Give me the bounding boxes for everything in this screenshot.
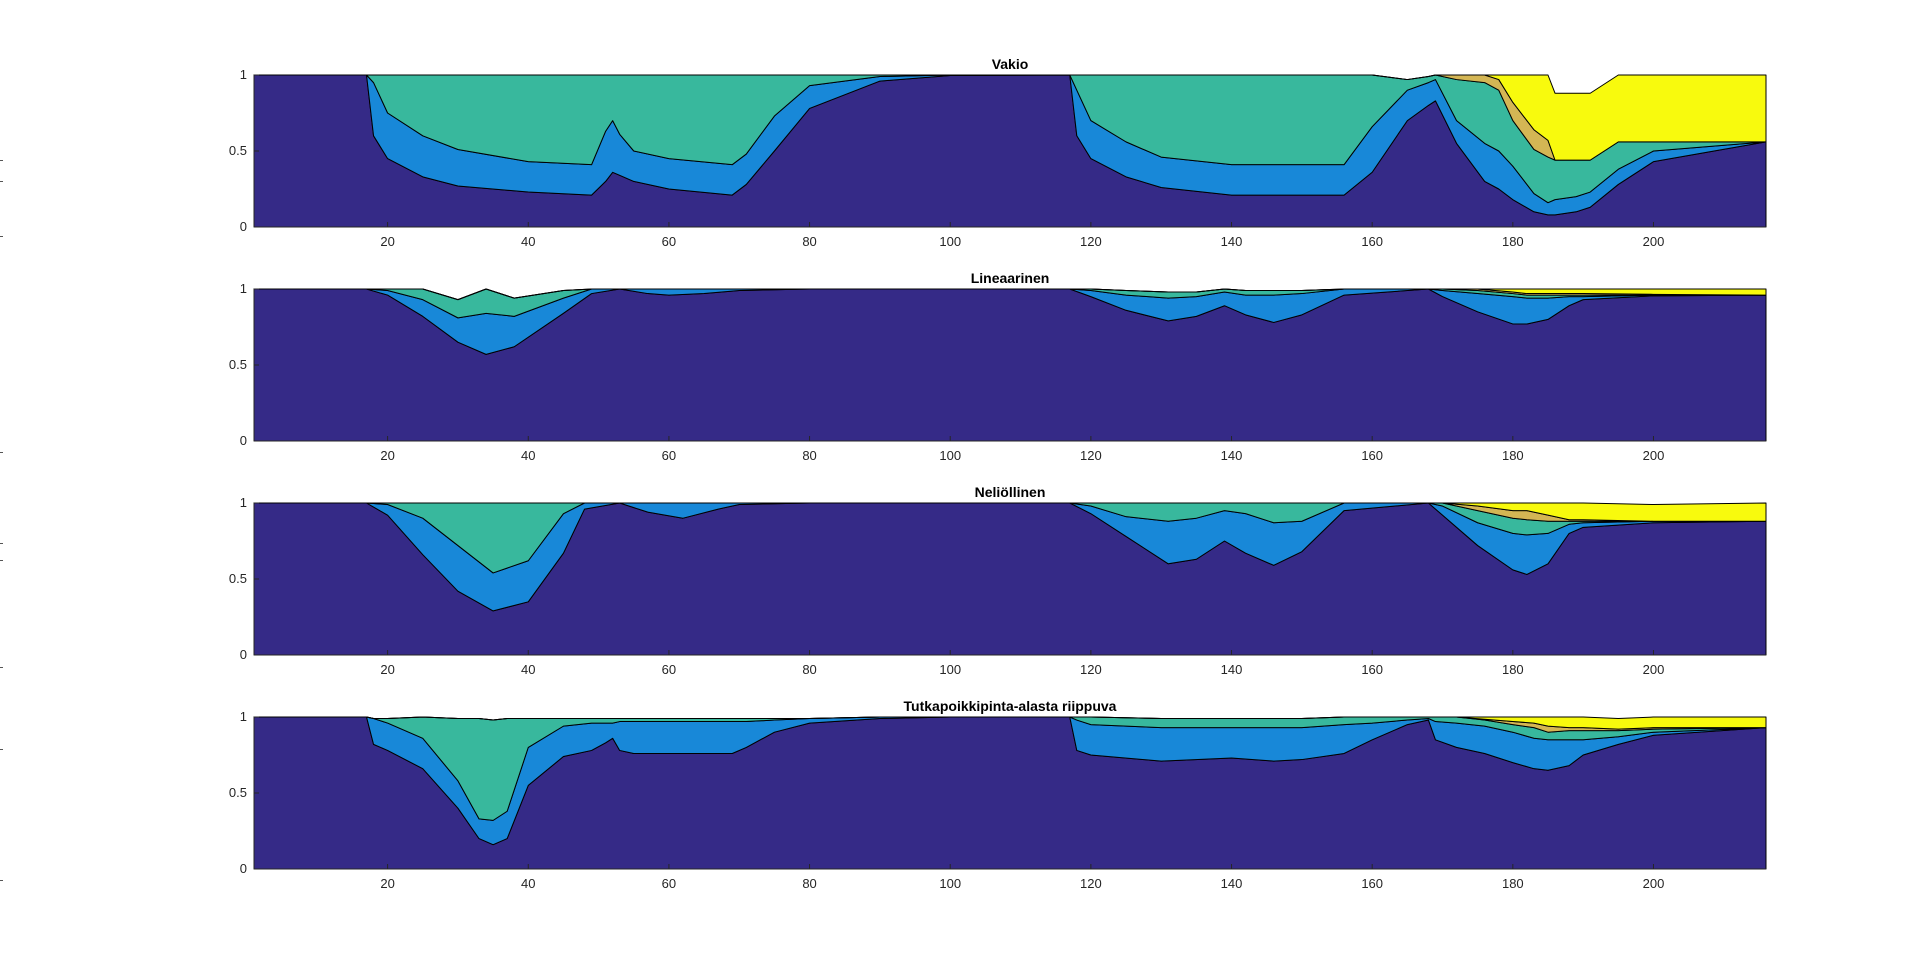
y-tick-label: 0 — [240, 861, 247, 876]
area-layer-5 — [253, 288, 1767, 301]
y-tick-label: 0.5 — [229, 571, 247, 586]
x-tick-label: 120 — [1080, 662, 1102, 677]
x-tick-label: 20 — [380, 234, 394, 249]
x-tick-label: 80 — [802, 448, 816, 463]
axes-panel-2: 20 40 60 80 100 120 140 160 180 200 0 0.5 1 Lineaarin… — [229, 270, 1767, 463]
y-tick-label: 0 — [240, 219, 247, 234]
x-tick-label: 60 — [662, 662, 676, 677]
x-tick-label: 60 — [662, 448, 676, 463]
edge-artifact — [0, 667, 3, 668]
area-layer-5 — [253, 716, 1767, 730]
y-tick-label: 0 — [240, 433, 247, 448]
x-tick-label: 80 — [802, 662, 816, 677]
x-tick-label: 180 — [1502, 448, 1524, 463]
x-tick-label: 120 — [1080, 876, 1102, 891]
x-tick-label: 80 — [802, 234, 816, 249]
x-tick-label: 160 — [1361, 448, 1383, 463]
edge-artifact — [0, 880, 3, 881]
edge-artifact — [0, 452, 3, 453]
y-tick-label: 1 — [240, 67, 247, 82]
edge-artifact — [0, 749, 3, 750]
x-tick-label: 200 — [1643, 876, 1665, 891]
x-tick-label: 200 — [1643, 448, 1665, 463]
y-tick-label: 1 — [240, 495, 247, 510]
chart-title: Lineaarinen — [971, 270, 1050, 286]
x-tick-label: 160 — [1361, 662, 1383, 677]
y-tick-label: 0.5 — [229, 785, 247, 800]
x-tick-label: 100 — [939, 234, 961, 249]
chart-title: Neliöllinen — [975, 484, 1046, 500]
x-tick-label: 100 — [939, 448, 961, 463]
x-tick-label: 40 — [521, 662, 535, 677]
chart-title: Vakio — [992, 56, 1029, 72]
x-tick-label: 40 — [521, 448, 535, 463]
chart-title: Tutkapoikkipinta-alasta riippuva — [904, 698, 1117, 714]
y-tick-label: 1 — [240, 281, 247, 296]
x-tick-label: 40 — [521, 876, 535, 891]
axes-panel-3: 20 40 60 80 100 120 140 160 180 200 0 0.5 1 Neliöllin… — [229, 484, 1767, 677]
x-tick-label: 140 — [1221, 662, 1243, 677]
edge-artifact — [0, 160, 3, 161]
x-tick-label: 180 — [1502, 662, 1524, 677]
x-tick-label: 200 — [1643, 234, 1665, 249]
x-tick-label: 140 — [1221, 448, 1243, 463]
edge-artifact — [0, 236, 3, 237]
axes-panel-1: 20 40 60 80 100 120 140 160 180 200 0 0.5 1 Vakio — [229, 56, 1767, 249]
x-tick-label: 80 — [802, 876, 816, 891]
x-tick-label: 100 — [939, 876, 961, 891]
x-tick-label: 180 — [1502, 876, 1524, 891]
x-tick-label: 20 — [380, 448, 394, 463]
edge-artifact — [0, 543, 3, 544]
edge-artifact — [0, 560, 3, 561]
y-tick-label: 0 — [240, 647, 247, 662]
y-tick-label: 0.5 — [229, 143, 247, 158]
x-tick-label: 160 — [1361, 234, 1383, 249]
x-tick-label: 140 — [1221, 234, 1243, 249]
y-tick-label: 0.5 — [229, 357, 247, 372]
x-tick-label: 120 — [1080, 448, 1102, 463]
x-tick-label: 60 — [662, 234, 676, 249]
edge-artifact — [0, 181, 3, 182]
x-tick-label: 40 — [521, 234, 535, 249]
x-tick-label: 100 — [939, 662, 961, 677]
area-layer-5 — [253, 502, 1767, 522]
x-tick-label: 120 — [1080, 234, 1102, 249]
x-tick-label: 140 — [1221, 876, 1243, 891]
x-tick-label: 20 — [380, 876, 394, 891]
y-tick-label: 1 — [240, 709, 247, 724]
x-tick-label: 180 — [1502, 234, 1524, 249]
x-tick-label: 60 — [662, 876, 676, 891]
x-tick-label: 160 — [1361, 876, 1383, 891]
axes-panel-4: 20 40 60 80 100 120 140 160 180 200 0 0.5 1 Tutkapoik… — [229, 698, 1767, 891]
area-layer-5 — [253, 74, 1767, 161]
x-tick-label: 200 — [1643, 662, 1665, 677]
x-tick-label: 20 — [380, 662, 394, 677]
